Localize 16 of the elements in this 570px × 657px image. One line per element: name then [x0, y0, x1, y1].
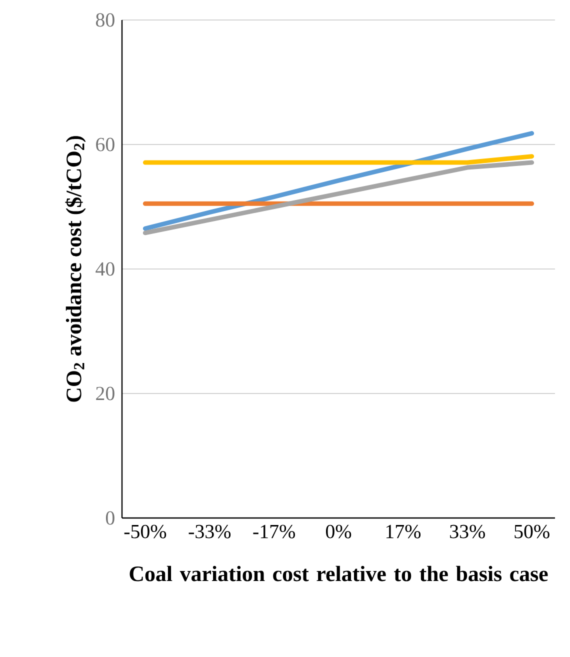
- y-axis-title: CO$_{2}$ avoidance cost ($/tCO$_{2}$): [65, 136, 86, 402]
- x-tick-label: 33%: [450, 524, 485, 538]
- x-tick-label: -33%: [188, 524, 231, 538]
- x-tick-label: -17%: [253, 524, 295, 538]
- x-tick-label: 50%: [514, 524, 550, 538]
- y-tick-label: 20: [96, 386, 114, 400]
- line-series: [142, 131, 534, 231]
- y-tick-label: 80: [96, 13, 114, 27]
- y-tick-label: 40: [96, 262, 114, 276]
- x-tick-label: 0%: [326, 524, 352, 538]
- x-tick-label: 17%: [386, 524, 421, 538]
- x-axis-title: Coal variation cost relative to the basis case: [130, 566, 548, 582]
- x-tick-label: -50%: [124, 524, 166, 538]
- line-series: [142, 160, 534, 236]
- y-tick-label: 0: [106, 511, 114, 525]
- y-tick-label: 60: [96, 138, 114, 152]
